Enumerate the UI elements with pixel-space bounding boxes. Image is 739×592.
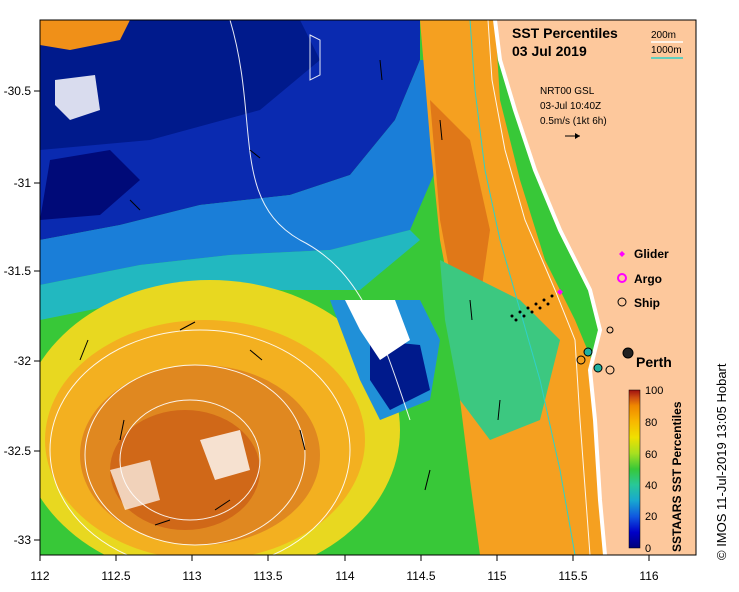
x-tick-label: 114 (335, 569, 354, 583)
map-frame (39, 19, 697, 556)
depth-200m-label: 200m (651, 30, 676, 41)
depth-1000m-label: 1000m (651, 45, 682, 56)
mooring-marker (583, 347, 593, 357)
ship-marker (606, 326, 614, 334)
land-area (495, 20, 696, 555)
axis-ticks (34, 90, 650, 561)
colorbar-label: SSTAARS SST Percentiles (670, 401, 684, 552)
colorbar-ramp (628, 389, 641, 549)
x-tick-label: 113 (182, 569, 201, 583)
colorbar-tick: 0 (645, 543, 651, 555)
y-tick-label: -31.5 (4, 264, 32, 278)
current-scale: 0.5m/s (1kt 6h) (540, 116, 607, 127)
colorbar-tick: 100 (645, 385, 663, 397)
x-tick-label: 113.5 (253, 569, 282, 583)
y-axis-labels: -30.5 -31 -31.5 -32 -32.5 -33 (4, 84, 32, 547)
credit-text: © IMOS 11-Jul-2019 13:05 Hobart (714, 363, 729, 560)
x-tick-label: 112 (30, 569, 49, 583)
mooring-marker (593, 363, 603, 373)
glider-marker (557, 289, 563, 295)
glider-legend-icon (619, 251, 625, 257)
platform-legend: Glider Argo Ship (617, 247, 669, 310)
colorbar-tick: 40 (645, 480, 657, 492)
colorbar: 100 80 60 40 20 0 SSTAARS SST Percentile… (628, 385, 684, 555)
arrow-head-icon (575, 133, 580, 139)
y-tick-label: -33 (14, 533, 32, 547)
current-time: 03-Jul 10:40Z (540, 101, 601, 112)
bathymetry-1000m (469, 20, 576, 555)
sst-field (40, 20, 696, 555)
x-tick-label: 116 (639, 569, 658, 583)
y-tick-label: -31 (14, 176, 32, 190)
argo-legend-label: Argo (634, 272, 662, 286)
colorbar-tick: 80 (645, 417, 657, 429)
city-label: Perth (636, 354, 672, 370)
x-axis-labels: 112 112.5 113 113.5 114 114.5 115 115.5 … (30, 569, 658, 583)
glider-legend-label: Glider (634, 247, 669, 261)
colorbar-tick: 60 (645, 449, 657, 461)
y-tick-label: -32 (14, 354, 32, 368)
ship-legend-icon (617, 297, 627, 307)
argo-legend-icon (617, 273, 627, 283)
ship-legend-label: Ship (634, 296, 660, 310)
map-date: 03 Jul 2019 (512, 43, 587, 59)
y-tick-label: -32.5 (4, 444, 32, 458)
perth-marker (622, 347, 634, 359)
x-tick-label: 115.5 (558, 569, 587, 583)
colorbar-tick: 20 (645, 511, 657, 523)
glider-track (510, 294, 554, 322)
current-info: NRT00 GSL 03-Jul 10:40Z 0.5m/s (1kt 6h) (540, 86, 607, 139)
ship-marker (605, 365, 615, 375)
current-vectors (79, 59, 501, 526)
x-tick-label: 114.5 (406, 569, 435, 583)
bathymetry-200m (49, 20, 591, 555)
ship-marker (576, 355, 586, 365)
x-tick-label: 112.5 (101, 569, 130, 583)
map-title: SST Percentiles (512, 25, 618, 41)
depth-legend: 200m 1000m (651, 30, 683, 59)
x-tick-label: 115 (487, 569, 506, 583)
current-source: NRT00 GSL (540, 86, 595, 97)
y-tick-label: -30.5 (4, 84, 32, 98)
